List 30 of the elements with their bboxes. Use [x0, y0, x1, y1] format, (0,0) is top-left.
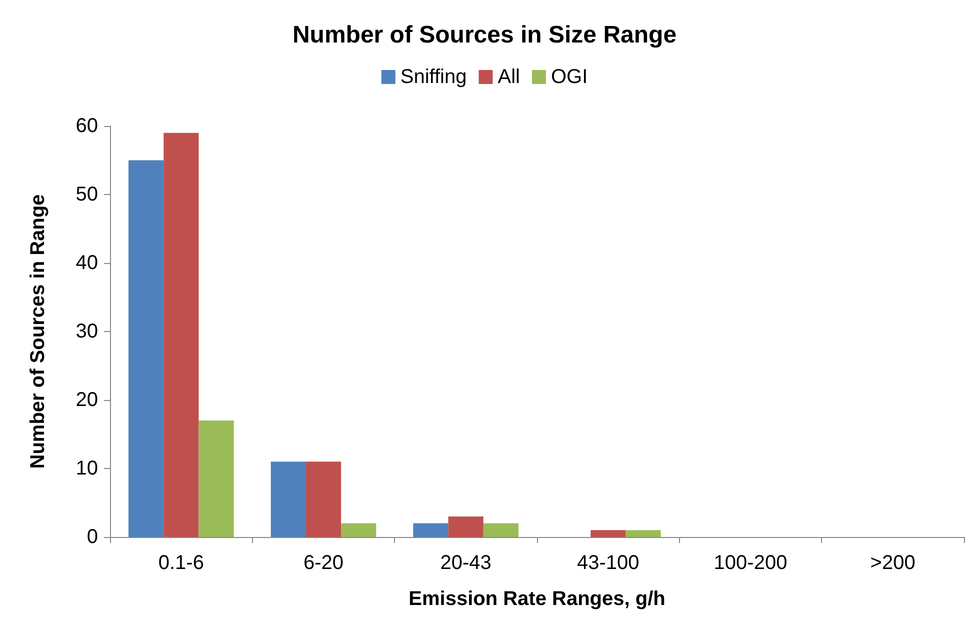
bar	[483, 523, 518, 537]
y-axis-title: Number of Sources in Range	[27, 194, 49, 469]
bar	[448, 516, 484, 537]
bar	[164, 132, 199, 537]
y-tick-label: 10	[76, 458, 98, 480]
x-tick-label: 100-200	[714, 552, 788, 574]
bar	[626, 530, 661, 537]
bar	[198, 420, 234, 537]
x-tick-label: 43-100	[577, 552, 640, 574]
chart-title: Number of Sources in Size Range	[292, 22, 677, 48]
x-tick-label: 20-43	[440, 552, 492, 574]
y-tick-label: 50	[76, 184, 98, 206]
y-tick-label: 40	[76, 252, 98, 274]
x-tick-label: >200	[870, 552, 916, 574]
legend-label: All	[498, 66, 520, 88]
y-tick-label: 30	[76, 320, 98, 342]
legend-label: Sniffing	[400, 66, 467, 88]
x-tick-label: 0.1-6	[158, 552, 204, 574]
y-tick-label: 60	[76, 115, 98, 137]
bar	[128, 160, 164, 537]
bar	[341, 523, 376, 537]
x-axis-title: Emission Rate Ranges, g/h	[408, 588, 666, 610]
bar	[413, 523, 448, 537]
y-tick-label: 20	[76, 389, 98, 411]
bar	[306, 462, 342, 537]
legend-label: OGI	[550, 66, 588, 88]
y-tick-label: 0	[86, 526, 98, 548]
bar	[590, 530, 626, 537]
bar	[270, 462, 306, 537]
x-tick-label: 6-20	[303, 552, 344, 574]
